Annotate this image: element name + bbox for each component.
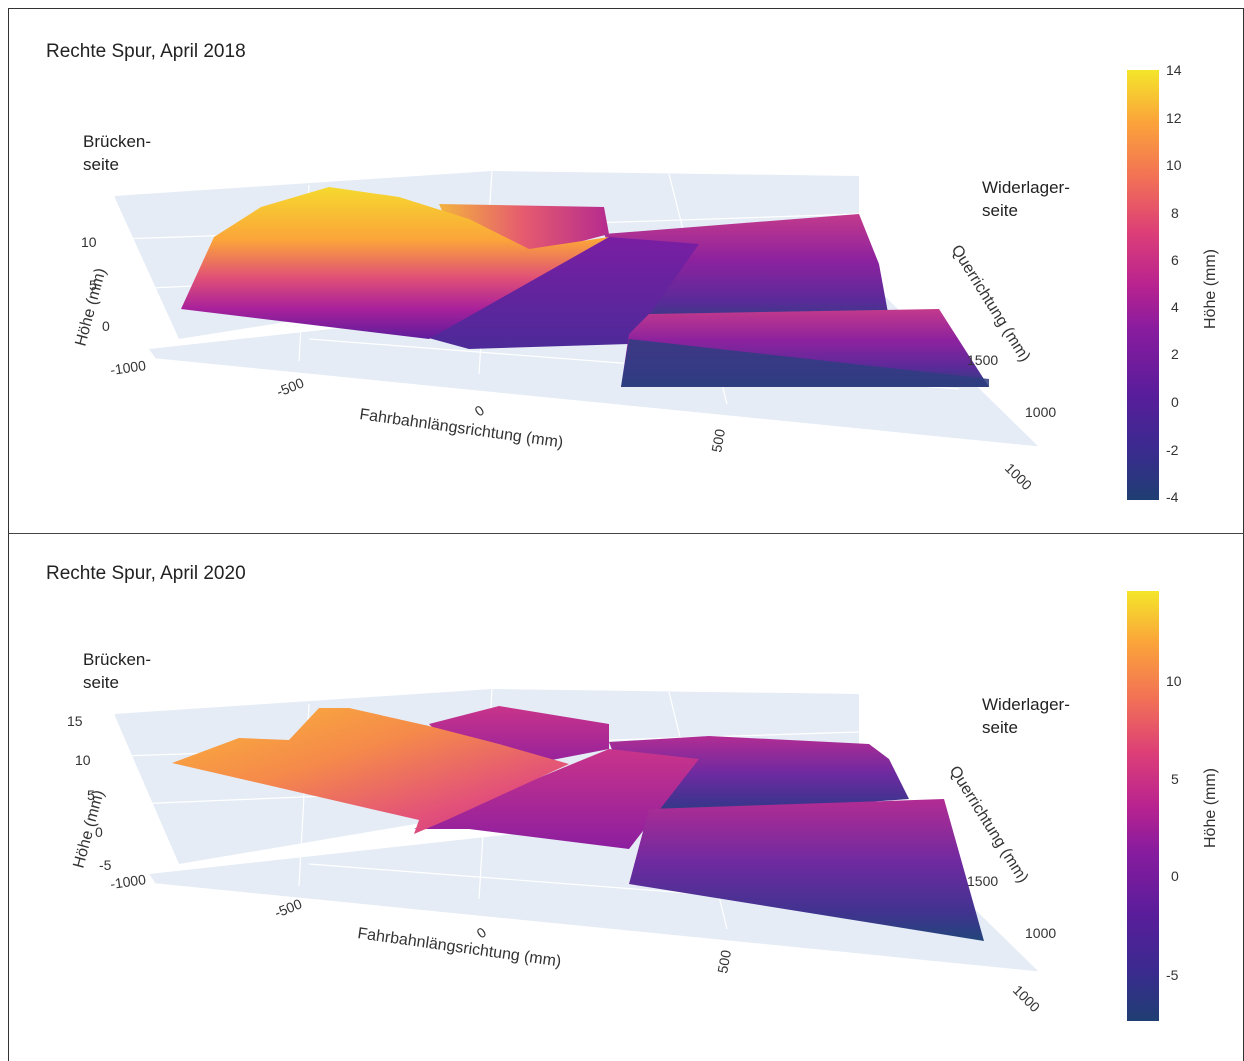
colorbar-tick: 10 <box>1166 673 1182 689</box>
y-tick: 1500 <box>967 873 998 889</box>
colorbar-tick: 5 <box>1171 771 1179 787</box>
colorbar-title: Höhe (mm) <box>1202 768 1219 848</box>
x-axis-title: Fahrbahnlängsrichtung (mm) <box>356 925 562 970</box>
colorbar-ticks: 14 12 10 8 6 4 2 0 -2 -4 Höhe (mm) <box>1166 62 1219 505</box>
x-tick: 0 <box>474 924 490 942</box>
x-axis-title: Fahrbahnlängsrichtung (mm) <box>358 406 564 451</box>
surface-right-base <box>621 339 989 387</box>
left-side-label: Brücken-seite <box>83 132 152 174</box>
surface-bridge-hump <box>181 187 609 339</box>
colorbar-tick: -2 <box>1166 442 1179 458</box>
colorbar-ticks: 10 5 0 -5 Höhe (mm) <box>1166 673 1219 983</box>
x-tick: -1000 <box>109 357 147 378</box>
colorbar-tick: 14 <box>1166 62 1182 78</box>
colorbar-tick: 0 <box>1171 868 1179 884</box>
colorbar-tick: -4 <box>1166 489 1179 505</box>
colorbar-tick: 8 <box>1171 205 1179 221</box>
z-tick: 5 <box>89 277 97 293</box>
surface-middle-band <box>414 237 699 349</box>
z-axis: 15 10 5 0 -5 Höhe (mm) <box>67 713 112 873</box>
surface-plot-2020: Rechte Spur, April 2020 Brücken-seite Wi… <box>9 534 1243 1057</box>
surface-right-lower <box>629 799 984 941</box>
colorbar <box>1127 591 1159 1021</box>
y-tick: 1500 <box>967 352 998 368</box>
z-tick: 10 <box>81 234 97 250</box>
x-tick: 1000 <box>1002 460 1035 493</box>
z-tick: -5 <box>99 857 112 873</box>
right-side-label: Widerlager-seite <box>982 178 1070 220</box>
z-tick: 5 <box>87 787 95 803</box>
colorbar-tick: 6 <box>1171 252 1179 268</box>
colorbar-tick: 12 <box>1166 110 1182 126</box>
surface-mesh <box>181 187 989 387</box>
z-axis: 10 5 0 Höhe (mm) <box>72 234 110 348</box>
x-tick: -500 <box>274 374 306 399</box>
surface-right-upper <box>609 736 909 819</box>
z-tick: 15 <box>67 713 83 729</box>
colorbar-tick: -5 <box>1166 967 1179 983</box>
surface-bridge-plateau <box>172 708 569 834</box>
x-tick: -500 <box>272 895 304 920</box>
z-tick: 0 <box>102 318 110 334</box>
surface-middle-band <box>414 749 699 849</box>
surface-mesh <box>172 706 984 941</box>
colorbar-title: Höhe (mm) <box>1202 249 1219 329</box>
z-tick: 0 <box>95 824 103 840</box>
surface-plot-2018: Rechte Spur, April 2018 Brücken-seite Wi… <box>9 9 1243 532</box>
z-axis-title: Höhe (mm) <box>72 266 109 348</box>
x-tick: 0 <box>472 402 488 420</box>
x-tick: 500 <box>708 428 728 454</box>
plot-svg: 15 10 5 0 -5 Höhe (mm) -1000 -500 0 500 … <box>67 591 1219 1021</box>
colorbar-tick: 4 <box>1171 299 1179 315</box>
right-side-label: Widerlager-seite <box>982 695 1070 737</box>
left-side-label: Brücken-seite <box>83 650 152 692</box>
x-tick: 500 <box>714 949 734 975</box>
colorbar <box>1127 70 1159 500</box>
x-tick: 1000 <box>1010 982 1043 1015</box>
plot-title: Rechte Spur, April 2018 <box>46 41 246 62</box>
colorbar-tick: 0 <box>1171 394 1179 410</box>
plot-svg: 10 5 0 Höhe (mm) -1000 -500 0 500 1000 F… <box>72 62 1219 505</box>
z-tick: 10 <box>75 752 91 768</box>
panel-divider <box>8 533 1244 534</box>
colorbar-tick: 2 <box>1171 346 1179 362</box>
y-tick: 1000 <box>1025 925 1056 941</box>
colorbar-tick: 10 <box>1166 157 1182 173</box>
x-tick: -1000 <box>109 871 147 892</box>
y-tick: 1000 <box>1025 404 1056 420</box>
plot-title: Rechte Spur, April 2020 <box>46 563 246 584</box>
